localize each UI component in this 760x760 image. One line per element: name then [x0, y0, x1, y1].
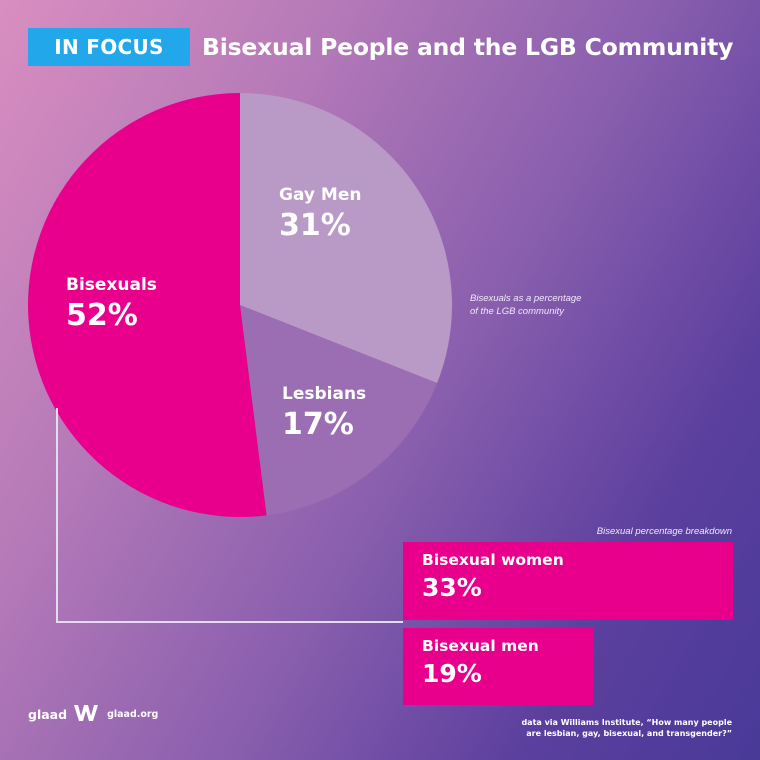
pie-label-bisexuals-name: Bisexuals [66, 275, 157, 295]
source-line-2: are lesbian, gay, bisexual, and transgen… [526, 729, 732, 738]
bar-bisexual-men-label: Bisexual men [422, 637, 539, 655]
bars-caption: Bisexual percentage breakdown [596, 526, 732, 537]
logo-site-link[interactable]: glaad.org [107, 708, 159, 720]
logo-wordmark: glaad [28, 706, 68, 722]
page-title: Bisexual People and the LGB Community [202, 33, 734, 61]
bar-bisexual-men-value: 19% [422, 659, 482, 688]
pie-slice-lesbians [240, 305, 438, 516]
pie-label-gay-men-name: Gay Men [279, 185, 362, 205]
bar-bisexual-men: Bisexual men 19% [403, 628, 593, 705]
pie-label-bisexuals: Bisexuals 52% [66, 274, 157, 336]
pie-slice-gay-men [240, 93, 452, 384]
source-line-1: data via Williams Institute, “How many p… [521, 718, 732, 727]
bar-bisexual-women-value: 33% [422, 573, 482, 602]
pie-label-gay-men: Gay Men 31% [279, 184, 361, 246]
pie-caption-line-1: Bisexuals as a percentage [470, 293, 582, 304]
glaad-logo-icon [73, 702, 99, 726]
pie-label-bisexuals-value: 52% [66, 298, 138, 333]
pie-label-lesbians: Lesbians 17% [282, 383, 366, 445]
pie-label-lesbians-value: 17% [282, 407, 354, 442]
connector-horizontal [56, 621, 403, 623]
in-focus-badge: IN FOCUS [28, 28, 190, 66]
pie-caption-line-2: of the LGB community [470, 306, 564, 317]
pie-slice-bisexuals [28, 93, 267, 517]
pie-label-lesbians-name: Lesbians [282, 384, 367, 404]
bar-bisexual-women: Bisexual women 33% [403, 542, 733, 620]
connector-vertical [56, 408, 58, 622]
pie-label-gay-men-value: 31% [279, 208, 351, 243]
bar-bisexual-women-label: Bisexual women [422, 551, 564, 569]
pie-caption: Bisexuals as a percentage of the LGB com… [470, 292, 581, 318]
source-note: data via Williams Institute, “How many p… [462, 717, 732, 739]
glaad-logo[interactable]: glaad glaad.org [28, 702, 158, 726]
